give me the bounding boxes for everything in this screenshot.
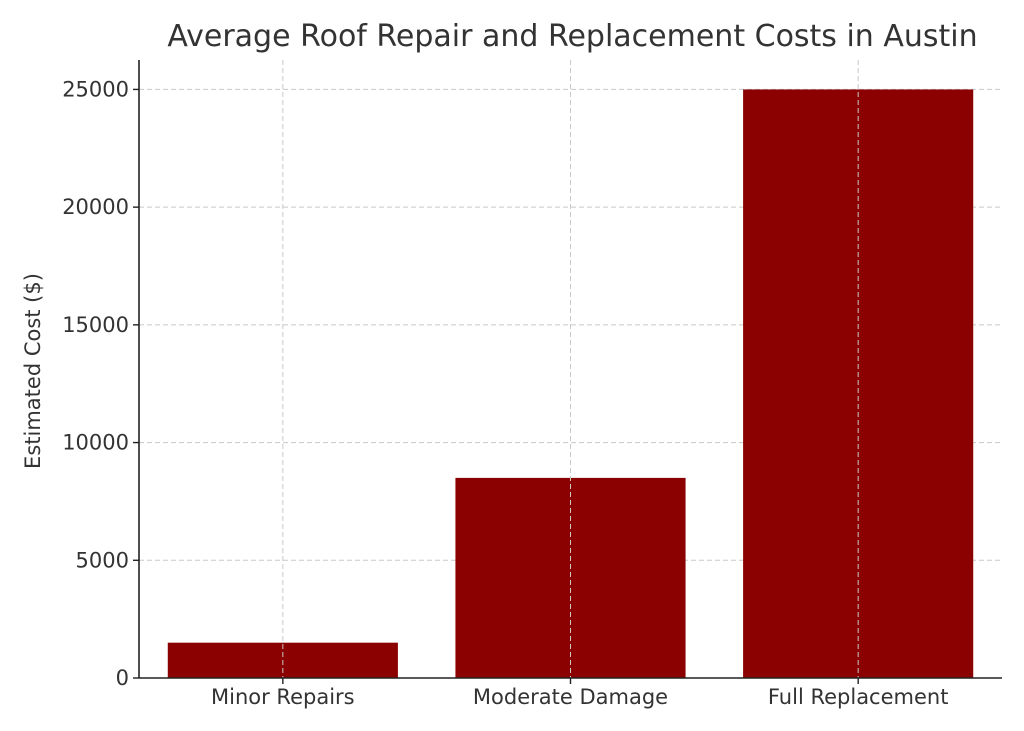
y-tick-label: 15000 bbox=[62, 313, 129, 337]
y-tick-label: 0 bbox=[116, 666, 129, 690]
x-tick-label: Full Replacement bbox=[768, 685, 949, 709]
ticks-layer: 0 5000 10000 15000 20000 25000 Minor Repairs Mo… bbox=[62, 77, 948, 709]
bars-layer bbox=[167, 60, 974, 678]
chart-title: Average Roof Repair and Replacement Cost… bbox=[167, 19, 977, 54]
y-tick-label: 10000 bbox=[62, 431, 129, 455]
y-tick-label: 20000 bbox=[62, 195, 129, 219]
x-tick-label: Moderate Damage bbox=[473, 685, 668, 709]
x-tick-label: Minor Repairs bbox=[211, 685, 355, 709]
y-axis-label: Estimated Cost ($) bbox=[21, 273, 45, 469]
y-tick-label: 5000 bbox=[76, 548, 129, 572]
y-tick-label: 25000 bbox=[62, 77, 129, 101]
